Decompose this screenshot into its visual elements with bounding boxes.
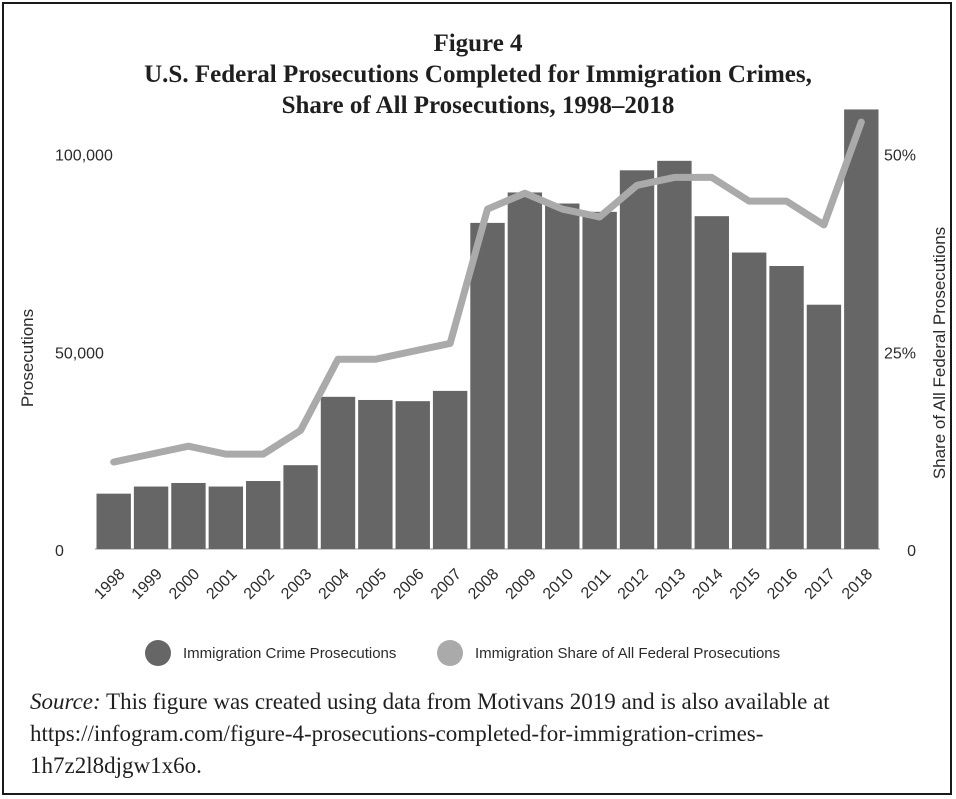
figure-label: Figure 4 (433, 30, 523, 57)
bar-2009 (507, 192, 543, 549)
title-line-1: U.S. Federal Prosecutions Completed for … (144, 61, 812, 88)
x-tick-label: 2006 (390, 566, 427, 603)
bar-2001 (208, 486, 244, 549)
x-tick-label: 2004 (316, 566, 353, 603)
y2-axis-title: Share of All Federal Prosecutions (930, 227, 949, 479)
x-tick-label: 2000 (166, 566, 203, 603)
title-line-2: Share of All Prosecutions, 1998–2018 (281, 92, 675, 119)
legend-item-bars: Immigration Crime Prosecutions (145, 640, 396, 666)
bar-2018 (844, 109, 879, 549)
chart-title: Figure 4 U.S. Federal Prosecutions Compl… (0, 28, 956, 121)
bar-1998 (96, 493, 131, 549)
x-tick-label: 2012 (615, 566, 652, 603)
x-tick-label: 2011 (578, 566, 614, 602)
x-tick-label: 2016 (764, 566, 801, 603)
x-tick-label: 2014 (689, 566, 726, 603)
y2-tick-label: 50% (884, 148, 916, 165)
y-tick-label: 0 (55, 543, 64, 560)
y-tick-label: 50,000 (55, 345, 104, 362)
x-tick-label: 2003 (278, 566, 315, 603)
x-tick-label: 2009 (503, 566, 540, 603)
x-tick-label: 1998 (91, 566, 128, 603)
x-tick-label: 2017 (802, 566, 839, 603)
x-tick-label: 2013 (652, 566, 689, 603)
bar-2002 (246, 481, 281, 549)
y-axis-title: Prosecutions (18, 309, 37, 407)
source-note: Source: This figure was created using da… (30, 686, 930, 782)
legend-label-line: Immigration Share of All Federal Prosecu… (475, 644, 781, 662)
bar-1999 (133, 486, 169, 549)
source-label: Source: (30, 689, 101, 714)
bar-2000 (171, 482, 206, 549)
bar-2015 (731, 252, 767, 550)
x-tick-label: 1999 (129, 566, 166, 603)
source-text: This figure was created using data from … (30, 689, 830, 778)
legend: Immigration Crime Prosecutions Immigrati… (0, 636, 956, 670)
x-tick-label: 2015 (727, 566, 764, 603)
bar-2008 (470, 222, 505, 549)
bar-2006 (395, 401, 430, 549)
chart-plot: 0 50,000 100,000 0 25% 50% Prosecutions Share o… (18, 109, 949, 603)
bar-2004 (320, 396, 356, 549)
bar-2003 (283, 465, 318, 549)
bar-2010 (545, 203, 580, 549)
x-tick-label: 2007 (428, 566, 465, 603)
x-tick-label: 2001 (203, 566, 240, 603)
y2-tick-label: 0 (907, 543, 916, 560)
x-tick-label: 2010 (540, 566, 577, 603)
y2-tick-label: 25% (884, 345, 916, 362)
x-tick-label: 2002 (241, 566, 278, 603)
bar-2012 (619, 170, 655, 550)
bar-2005 (358, 399, 393, 549)
x-tick-label: 2008 (465, 566, 502, 603)
bar-2017 (806, 304, 842, 549)
legend-swatch-line (437, 640, 463, 666)
bar-2014 (694, 216, 729, 549)
x-tick-label: 2005 (353, 566, 390, 603)
legend-item-line: Immigration Share of All Federal Prosecu… (437, 640, 780, 666)
bar-2011 (582, 211, 617, 549)
y-tick-label: 100,000 (55, 148, 113, 165)
x-tick-label: 2018 (839, 566, 876, 603)
bar-2007 (432, 390, 468, 549)
bar-2016 (769, 265, 804, 549)
bar-2013 (657, 160, 692, 549)
legend-label-bars: Immigration Crime Prosecutions (183, 644, 397, 662)
legend-swatch-bars (145, 640, 171, 666)
